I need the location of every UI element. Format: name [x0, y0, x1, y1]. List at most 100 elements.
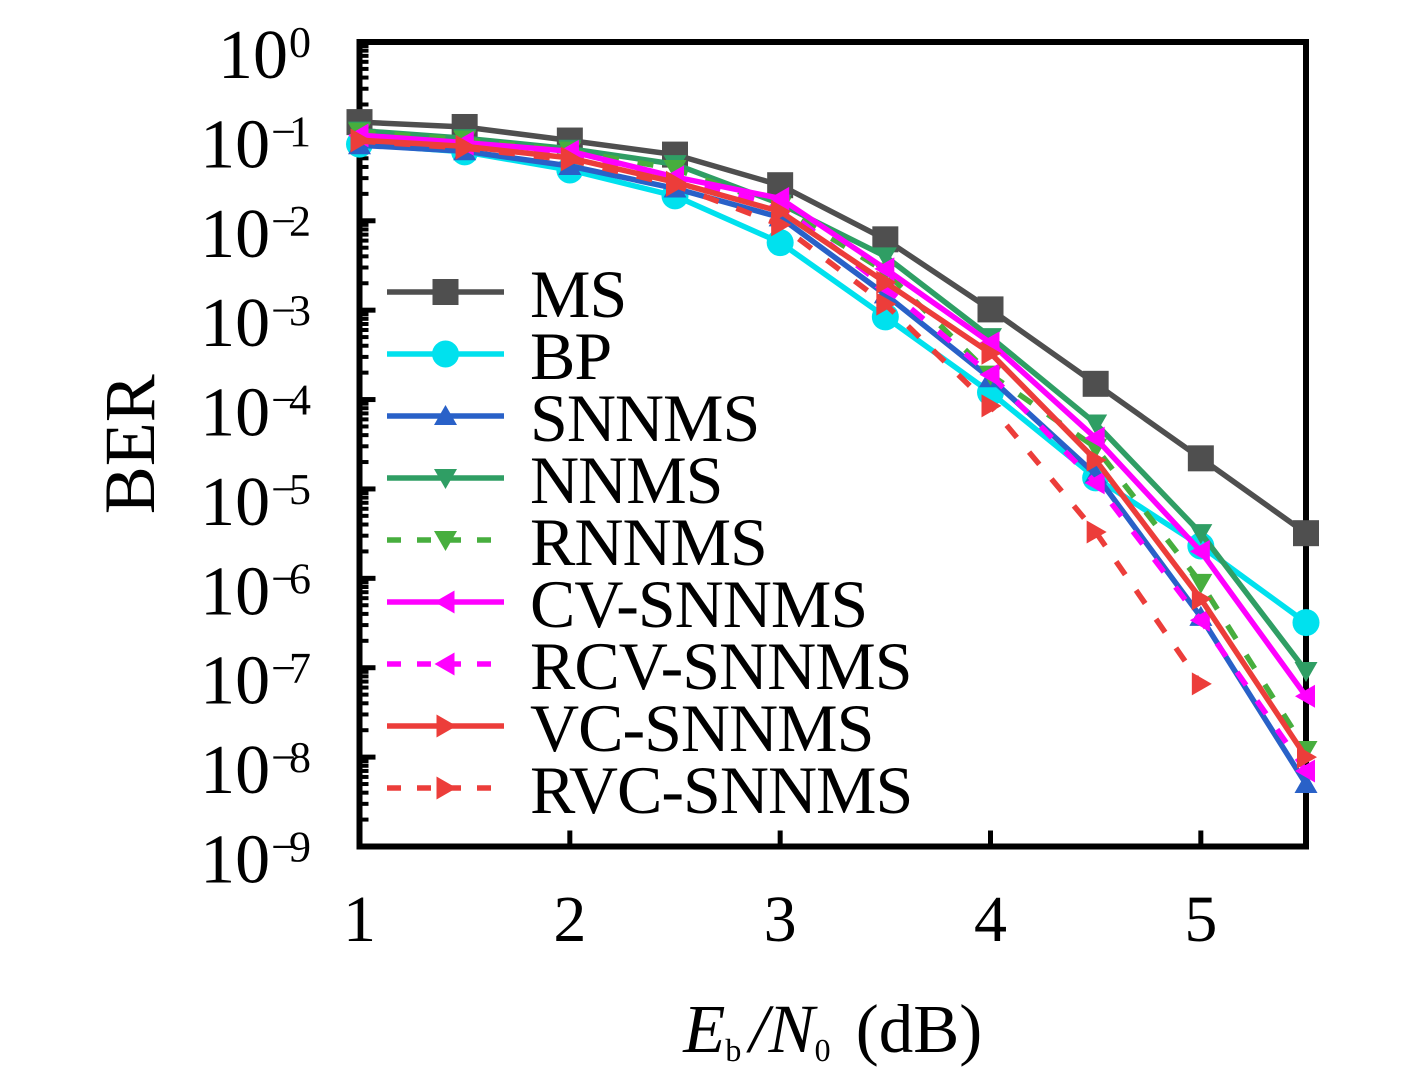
x-tick-label: 4 [974, 883, 1007, 956]
series-marker-NNMS [1294, 661, 1318, 682]
y-tick-label: 10 [200, 822, 270, 899]
legend-label-CV-SNNMS: CV-SNNMS [530, 566, 867, 642]
series-marker-RVC-SNNMS [560, 148, 581, 172]
y-tick-label-exponent [273, 845, 294, 848]
series-marker-VC-SNNMS [876, 270, 897, 294]
legend-label-BP: BP [530, 318, 611, 394]
series-marker-NNMS [1189, 524, 1213, 545]
legend-label-NNMS: NNMS [530, 442, 723, 518]
series-marker-RVC-SNNMS [876, 292, 897, 316]
x-tick-label: 1 [343, 883, 376, 956]
series-marker-RVC-SNNMS [455, 136, 476, 160]
legend-marker-CV-SNNMS [434, 590, 455, 614]
series-marker-MS [1187, 445, 1214, 472]
legend-label-RCV-SNNMS: RCV-SNNMS [530, 628, 912, 704]
y-tick-label-exponent [290, 832, 310, 862]
series-line-SNNMS [359, 142, 1309, 786]
series-marker-RVC-SNNMS [1086, 520, 1107, 544]
y-tick-label-exponent [273, 488, 294, 491]
legend-label-RVC-SNNMS: RVC-SNNMS [530, 752, 912, 828]
series-marker-CV-SNNMS [874, 257, 895, 281]
series-line-MS [359, 119, 1308, 536]
legend-marker-VC-SNNMS [436, 714, 457, 738]
legend-label-RNNMS: RNNMS [530, 504, 767, 580]
series-marker-RCV-SNNMS [979, 363, 1000, 387]
y-tick-label-exponent [273, 398, 294, 402]
x-tick-label: 5 [1184, 883, 1217, 956]
y-tick-label: 10 [200, 732, 270, 809]
x-tick-label: 3 [764, 883, 797, 956]
series-line-RNNMS [359, 129, 1309, 752]
y-tick-label-exponent [273, 756, 294, 759]
y-tick-label-exponent [290, 564, 310, 594]
y-tick-label: 10 [200, 464, 270, 541]
legend-marker-RCV-SNNMS [434, 652, 455, 676]
x-axis-label: N [768, 991, 819, 1067]
series-line-NNMS [359, 127, 1309, 673]
y-tick-label-exponent [273, 577, 294, 580]
y-tick-label-exponent [290, 27, 310, 58]
y-axis-label: BER [90, 374, 170, 514]
y-tick-label: 10 [200, 106, 270, 183]
series-marker-MS [1293, 520, 1319, 547]
series-marker-SNNMS [1294, 773, 1318, 794]
y-tick-label: 10 [218, 17, 288, 94]
legend-label-MS: MS [530, 256, 626, 332]
y-tick-label-exponent [291, 296, 310, 326]
legend-marker-RNNMS [434, 531, 457, 551]
series-marker-VC-SNNMS [1191, 587, 1212, 611]
series-marker-RNNMS [1189, 573, 1213, 594]
legend-label-VC-SNNMS: VC-SNNMS [530, 690, 873, 766]
y-tick-label: 10 [200, 643, 270, 720]
series-marker-VC-SNNMS [981, 341, 1002, 365]
series-marker-VC-SNNMS [1297, 745, 1317, 769]
series-line-VC-SNNMS [359, 137, 1309, 759]
series-marker-RCV-SNNMS [1189, 608, 1210, 632]
series-marker-CV-SNNMS [1295, 684, 1315, 708]
legend-marker-MS [432, 279, 459, 305]
y-tick-label: 10 [200, 196, 270, 273]
y-tick-label-exponent [273, 220, 294, 223]
series-marker-VC-SNNMS [1086, 448, 1107, 472]
legend-marker-NNMS [434, 469, 457, 489]
series-marker-RVC-SNNMS [981, 394, 1002, 418]
series-marker-RVC-SNNMS [1191, 672, 1212, 696]
y-tick-label-exponent [292, 117, 309, 147]
y-tick-label: 10 [200, 375, 270, 452]
series-marker-NNMS [1084, 414, 1108, 435]
series-marker-MS [977, 296, 1004, 323]
y-tick-label-exponent [290, 206, 309, 236]
y-tick-label: 10 [200, 285, 270, 362]
y-tick-label-exponent [273, 130, 294, 133]
series-marker-CV-SNNMS [1084, 426, 1105, 450]
series-marker-MS [1082, 370, 1109, 397]
axes-box [356, 39, 1309, 850]
series-marker-BP [1292, 609, 1320, 637]
x-axis-label-subscript [725, 1038, 741, 1062]
series-marker-BP [766, 229, 794, 257]
y-tick-label-exponent [291, 653, 310, 683]
series-line-CV-SNNMS [359, 132, 1309, 698]
legend-marker-BP [432, 340, 459, 368]
legend-marker-RVC-SNNMS [436, 776, 457, 800]
y-tick-label-exponent [273, 667, 294, 670]
series-marker-CV-SNNMS [1189, 539, 1210, 563]
series-marker-CV-SNNMS [979, 331, 1000, 355]
legend-label-SNNMS: SNNMS [530, 380, 759, 456]
series-marker-RNNMS [663, 159, 687, 180]
series-marker-RCV-SNNMS [1084, 471, 1105, 495]
x-axis-label: (dB) [839, 991, 983, 1067]
legend-marker-SNNMS [434, 405, 457, 425]
y-tick-label-exponent [289, 385, 311, 415]
series-marker-NNMS [873, 247, 897, 268]
series-marker-RVC-SNNMS [666, 173, 686, 197]
series-marker-RCV-SNNMS [1295, 759, 1315, 783]
y-tick-label-exponent [291, 475, 310, 505]
y-tick-label-exponent [290, 742, 310, 773]
series-marker-RVC-SNNMS [771, 213, 792, 237]
series-marker-RVC-SNNMS [350, 129, 371, 153]
x-axis-label: E [682, 991, 725, 1067]
y-tick-label-exponent [273, 309, 294, 312]
